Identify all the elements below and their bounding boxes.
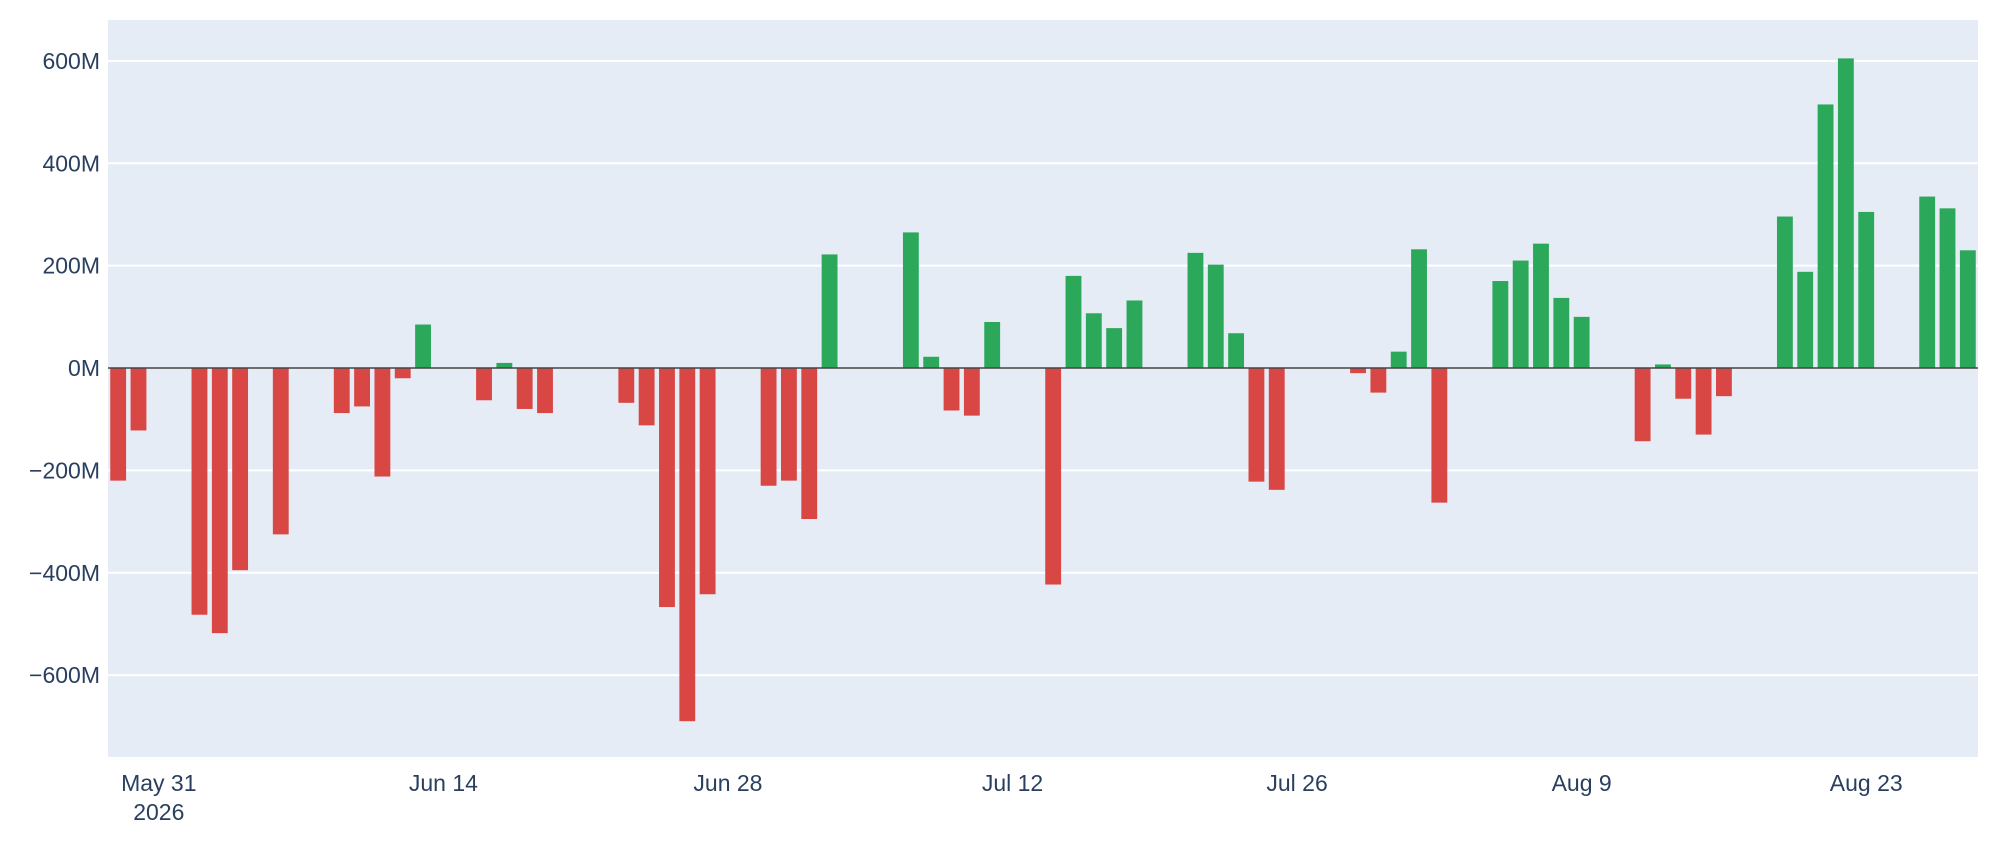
- y-tick-label: 600M: [42, 48, 100, 74]
- bar-negative: [1716, 368, 1732, 397]
- x-axis-ticks: May 31 2026 Jun 14 Jun 28 Jul 12 Jul 26 Aug 9 A…: [121, 770, 1903, 825]
- bar-positive: [1228, 333, 1245, 369]
- bar-positive: [1085, 313, 1102, 369]
- bar-negative: [659, 368, 675, 608]
- bar-positive: [1939, 208, 1956, 369]
- y-tick-label: −200M: [29, 457, 100, 483]
- bar-positive: [902, 232, 919, 369]
- bar-negative: [1675, 368, 1692, 399]
- y-tick-label: −600M: [29, 662, 100, 688]
- plot-background: [108, 20, 1978, 757]
- bar-positive: [1126, 300, 1143, 369]
- bar-negative: [699, 368, 716, 595]
- x-tick-label: Jun 28: [693, 770, 762, 796]
- x-tick-label: Jun 14: [409, 770, 478, 796]
- bar-positive: [1797, 271, 1814, 369]
- y-tick-label: 400M: [42, 150, 100, 176]
- bar-negative: [1634, 368, 1651, 442]
- bar-positive: [1512, 260, 1529, 369]
- bar-positive: [1919, 196, 1936, 369]
- bar-negative: [211, 368, 228, 634]
- bar-negative: [191, 368, 208, 615]
- bar-positive: [1817, 104, 1834, 369]
- bar-negative: [516, 368, 533, 409]
- bar-negative: [943, 368, 960, 411]
- y-axis-ticks: −600M −400M −200M 0M 200M 400M 600M: [29, 48, 100, 688]
- y-tick-label: 0M: [68, 355, 100, 381]
- x-tick-label: May 31: [121, 770, 196, 796]
- bar-positive: [923, 356, 940, 369]
- bar-negative: [1431, 368, 1448, 503]
- bar-positive: [1390, 351, 1407, 369]
- bar-positive: [1492, 281, 1509, 369]
- bar-negative: [394, 368, 411, 379]
- bar-positive: [1776, 216, 1793, 369]
- bar-negative: [537, 368, 553, 414]
- bar-positive: [821, 254, 838, 369]
- bar-negative: [801, 368, 818, 520]
- bar-negative: [1370, 368, 1387, 393]
- y-gridlines: [108, 59, 1978, 677]
- bar-negative: [760, 368, 777, 486]
- bar-positive: [1959, 250, 1976, 369]
- x-tick-sublabel: 2026: [133, 799, 184, 825]
- bar-negative: [638, 368, 655, 426]
- bar-positive: [1573, 316, 1590, 369]
- bar-negative: [781, 368, 797, 481]
- bar-negative: [354, 368, 370, 407]
- bar-negative: [476, 368, 492, 401]
- bars: [110, 58, 1976, 722]
- bar-positive: [1553, 297, 1570, 369]
- x-tick-label: Aug 23: [1830, 770, 1903, 796]
- bar-negative: [1268, 368, 1285, 490]
- bar-positive: [1533, 243, 1549, 369]
- bar-negative: [232, 368, 249, 571]
- bar-negative: [1248, 368, 1265, 482]
- y-tick-label: −400M: [29, 560, 100, 586]
- bar-positive: [1106, 328, 1123, 369]
- x-tick-label: Aug 9: [1552, 770, 1612, 796]
- bar-positive: [1065, 275, 1082, 369]
- bar-negative: [333, 368, 350, 414]
- bar-negative: [1695, 368, 1712, 435]
- bar-negative: [1045, 368, 1062, 585]
- bar-positive: [984, 321, 1001, 369]
- bar-negative: [272, 368, 289, 535]
- bar-negative: [679, 368, 696, 722]
- bar-negative: [374, 368, 391, 477]
- x-tick-label: Jul 12: [982, 770, 1043, 796]
- x-tick-label: Jul 26: [1266, 770, 1327, 796]
- bar-positive: [1837, 58, 1854, 369]
- bar-positive: [1858, 211, 1875, 369]
- y-tick-label: 200M: [42, 253, 100, 279]
- bar-negative: [110, 368, 127, 481]
- bar-negative: [1350, 368, 1366, 374]
- bar-negative: [618, 368, 635, 403]
- bar-positive: [496, 362, 513, 369]
- bar-positive: [1655, 364, 1671, 369]
- bar-negative: [963, 368, 980, 416]
- bar-positive: [1207, 264, 1224, 369]
- bar-positive: [1187, 252, 1204, 369]
- bar-negative: [130, 368, 147, 431]
- bar-positive: [1411, 249, 1427, 369]
- bar-positive: [415, 324, 431, 369]
